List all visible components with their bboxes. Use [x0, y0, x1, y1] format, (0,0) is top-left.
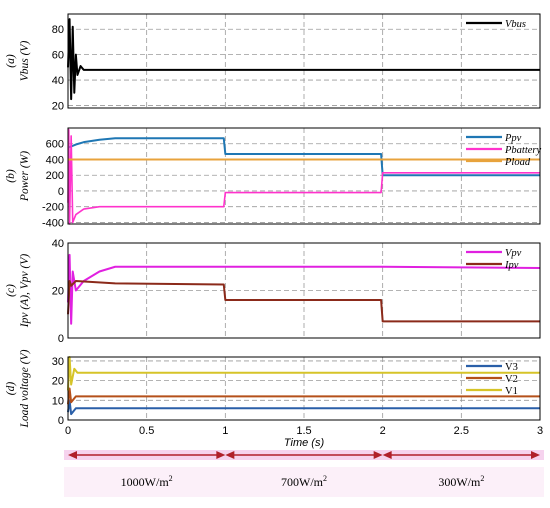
x-tick-label: 1 — [222, 425, 228, 437]
plot-frame — [67, 13, 541, 109]
y-axis-label: Power (W) — [19, 151, 31, 202]
irradiance-label: 700W/m2 — [281, 474, 327, 489]
legend-label: Ppv — [504, 133, 522, 144]
irradiance-label: 300W/m2 — [438, 474, 484, 489]
y-tick-label: 600 — [46, 139, 64, 151]
plot-frame — [67, 356, 541, 421]
arrow-head-right — [373, 451, 383, 459]
irradiance-timeline: 1000W/m2 700W/m2 300W/m2 — [64, 450, 544, 497]
x-tick-label: 0 — [65, 425, 71, 437]
legend-label: V3 — [505, 362, 518, 373]
y-tick-label: 0 — [58, 333, 64, 345]
plot-frame — [67, 242, 541, 339]
x-tick-label: 1.5 — [296, 425, 311, 437]
legend-label: Vpv — [505, 248, 522, 259]
y-tick-label: 10 — [52, 395, 64, 407]
y-tick-label: 0 — [58, 415, 64, 427]
arrow-head-left — [68, 451, 77, 459]
plot-frame — [67, 127, 541, 225]
series-line-ppv — [67, 137, 540, 177]
x-tick-label: 3 — [537, 425, 543, 437]
x-tick-label: 2.5 — [454, 425, 469, 437]
y-tick-label: 20 — [52, 286, 64, 298]
arrow-head-left — [225, 451, 235, 459]
y-tick-label: 20 — [52, 100, 64, 112]
y-tick-label: -200 — [42, 202, 64, 214]
series-line-v2 — [67, 387, 540, 405]
series-line-vpv — [67, 253, 541, 325]
arrow-head-right — [531, 451, 540, 459]
y-axis-label: Vbus (V) — [19, 41, 31, 82]
series-line-v3 — [67, 399, 540, 416]
series-line-vbus — [67, 18, 540, 101]
y-tick-label: 400 — [46, 154, 64, 166]
panel-letter: (c) — [5, 284, 17, 297]
legend-label: V1 — [505, 386, 518, 397]
x-axis-label: Time (s) — [284, 437, 325, 449]
irradiance-label-band — [64, 467, 544, 497]
y-tick-label: -400 — [42, 217, 64, 229]
x-tick-label: 0.5 — [139, 425, 154, 437]
panel-letter: (a) — [5, 54, 17, 68]
panel-letter: (d) — [5, 382, 17, 396]
y-tick-label: 40 — [52, 238, 64, 250]
y-tick-label: 60 — [52, 50, 64, 62]
y-axis-label: Ipv (A), Vpv (V) — [19, 254, 31, 329]
y-tick-label: 30 — [52, 356, 64, 368]
legend-label: Ipv — [504, 260, 519, 271]
panel-a: 20 40 60 80 Vbus (a) Vbus (V) — [5, 13, 541, 112]
y-tick-label: 80 — [52, 24, 64, 36]
legend-label: V2 — [505, 374, 518, 385]
x-tick-label: 2 — [380, 425, 386, 437]
y-tick-label: 20 — [52, 376, 64, 388]
series-line-ipv — [67, 280, 540, 323]
legend-label: Vbus — [505, 19, 526, 30]
series-line-v1 — [67, 356, 540, 391]
panel-letter: (b) — [5, 169, 17, 183]
legend-label: Pload — [504, 157, 531, 168]
legend: Vbus — [466, 19, 526, 30]
y-tick-label: 200 — [46, 170, 64, 182]
irradiance-label: 1000W/m2 — [121, 474, 173, 489]
y-axis-label: Load voltage (V) — [19, 349, 31, 428]
y-tick-label: 0 — [58, 186, 64, 198]
y-tick-label: 40 — [52, 75, 64, 87]
arrow-head-left — [382, 451, 392, 459]
legend-label: Pbattery — [504, 145, 541, 156]
arrow-head-right — [216, 451, 226, 459]
